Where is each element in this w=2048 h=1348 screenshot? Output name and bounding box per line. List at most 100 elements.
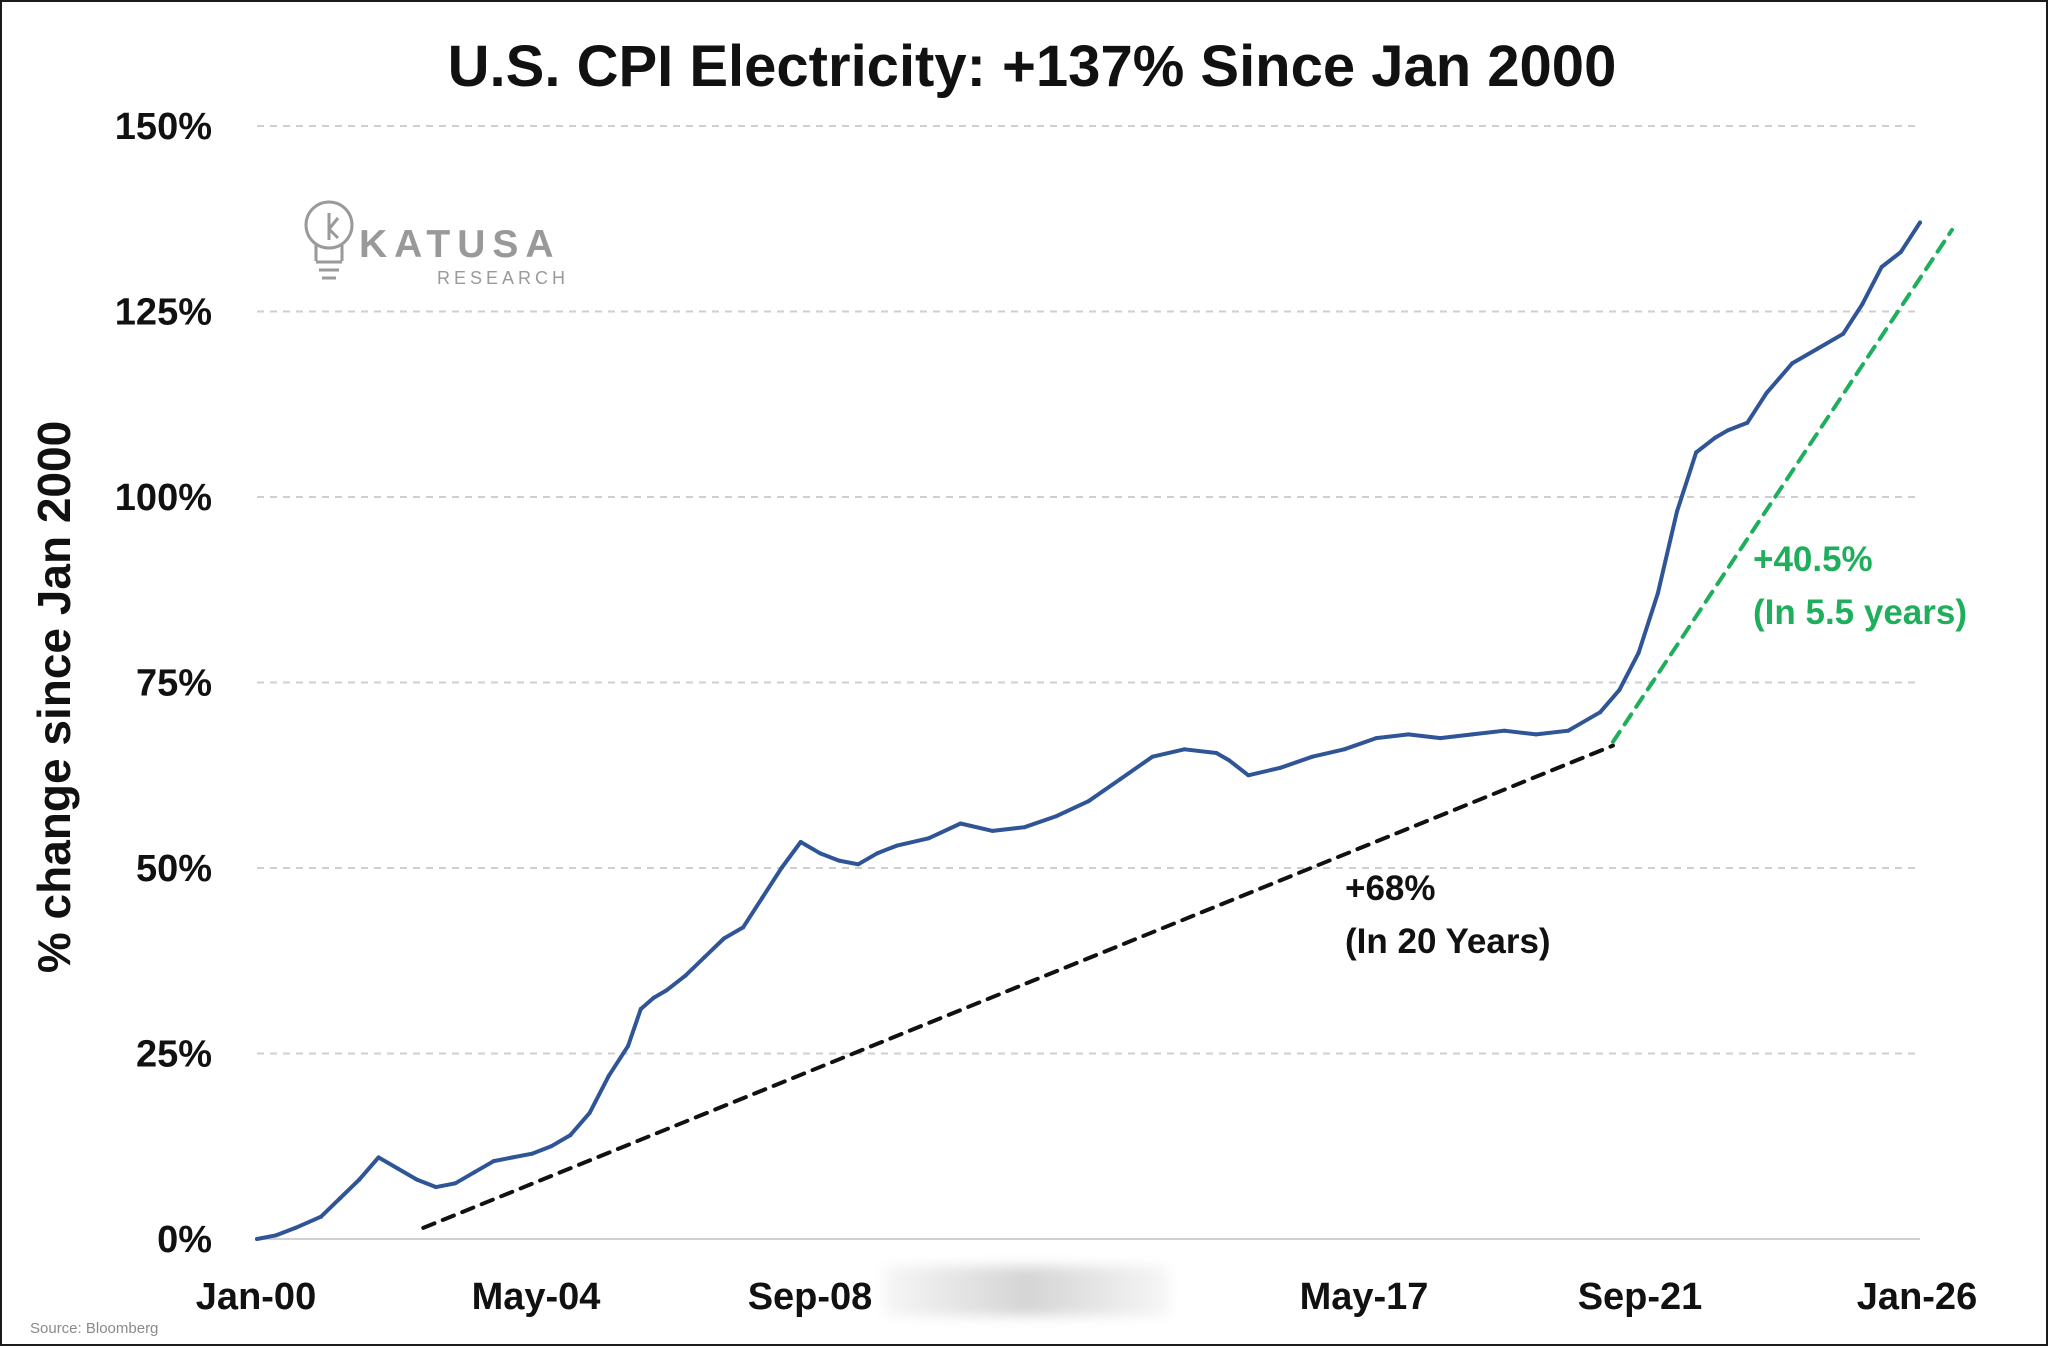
series-point [274, 1233, 279, 1238]
x-tick-label: May-17 [1300, 1276, 1429, 1318]
series-point [491, 1159, 496, 1164]
series-point [549, 1144, 554, 1149]
series-point [1214, 751, 1219, 755]
y-tick-label: 100% [115, 477, 212, 519]
y-tick-label: 25% [136, 1034, 212, 1076]
blurred-overlay [884, 1266, 1169, 1316]
y-tick-label: 0% [157, 1219, 212, 1261]
series-point [1054, 814, 1059, 819]
series-point [1310, 754, 1315, 759]
annotation-black-line2: (In 20 Years) [1345, 922, 1551, 961]
series-point [1150, 754, 1155, 759]
x-tick-label: Jan-26 [1857, 1276, 1977, 1318]
series-point [1674, 509, 1679, 514]
series-point [875, 851, 880, 856]
y-axis-title: % change since Jan 2000 [28, 421, 80, 973]
series-point [779, 866, 784, 870]
y-tick-label: 75% [136, 663, 212, 705]
series-point [1406, 732, 1411, 737]
series-point [1534, 732, 1539, 737]
series-point [1227, 758, 1232, 763]
series-point [702, 955, 707, 959]
series-point [721, 936, 726, 941]
series-point [1841, 331, 1846, 336]
series-point [817, 851, 822, 856]
series-point [587, 1110, 592, 1115]
series-point [1278, 765, 1283, 770]
series-point [453, 1181, 458, 1186]
series-point [1636, 650, 1641, 655]
series-point [530, 1151, 534, 1156]
series-point [1598, 710, 1603, 715]
series-point [741, 925, 746, 930]
series-point [1815, 346, 1820, 351]
series-point [958, 821, 963, 826]
series-point [1374, 736, 1379, 741]
series-point [856, 862, 861, 867]
series-point [1745, 420, 1750, 425]
series-point [638, 1007, 643, 1011]
series-point [1182, 747, 1187, 752]
series-point [395, 1166, 400, 1171]
source-label: Source: Bloomberg [30, 1320, 158, 1337]
series-point [1118, 777, 1123, 781]
series-point [1918, 220, 1922, 225]
series-point [1898, 250, 1903, 255]
series-point [1470, 732, 1475, 737]
series-point [1246, 773, 1251, 778]
series-point [926, 836, 931, 841]
series-point [683, 973, 688, 978]
annotation-green-line1: +40.5% [1753, 540, 1873, 579]
series-point [1860, 302, 1865, 307]
x-tick-labels: Jan-00 May-04 Sep-08 May-17 Sep-21 Jan-26 [196, 1276, 1977, 1318]
series-point [1438, 736, 1443, 741]
series-point [1086, 799, 1091, 804]
series-point [1764, 391, 1769, 396]
series-point [338, 1196, 343, 1201]
series-point [1655, 591, 1660, 596]
logo-sub-text: RESEARCH [437, 268, 569, 288]
series-point [1713, 435, 1718, 440]
series-point [1790, 361, 1795, 366]
series-line [255, 220, 1922, 1241]
series-point [376, 1155, 381, 1160]
x-tick-label: Sep-08 [748, 1276, 873, 1318]
series-point [568, 1133, 573, 1138]
series-point [894, 843, 899, 848]
x-tick-label: Sep-21 [1578, 1276, 1703, 1318]
series-point [472, 1170, 477, 1175]
chart-title: U.S. CPI Electricity: +137% Since Jan 20… [448, 34, 1617, 99]
y-tick-label: 50% [136, 848, 212, 890]
series-point [626, 1044, 630, 1049]
series-point [357, 1177, 362, 1182]
series-point [1694, 450, 1699, 455]
series-point [255, 1237, 259, 1241]
bulb-icon [304, 200, 354, 280]
black-trend-line [421, 743, 1615, 1230]
annotation-black-line1: +68% [1345, 869, 1436, 908]
series-point [414, 1177, 419, 1182]
series-point [1502, 728, 1507, 733]
series-point [434, 1185, 439, 1190]
series-point [664, 988, 669, 993]
series-point [798, 840, 803, 844]
series-point [1617, 687, 1622, 692]
series-point [760, 895, 765, 900]
logo-main-text: KATUSA [359, 223, 561, 266]
series-point [1879, 265, 1884, 269]
x-tick-label: Jan-00 [196, 1276, 316, 1318]
series-point [1726, 428, 1731, 433]
trend-lines [421, 227, 1954, 1230]
series-point [510, 1155, 515, 1160]
grid-layer [257, 125, 1920, 1055]
series-point [651, 995, 656, 1000]
series-points [255, 220, 1922, 1241]
annotation-green-line2: (In 5.5 years) [1753, 593, 1967, 632]
series-point [1022, 825, 1027, 830]
series-point [1566, 728, 1571, 733]
y-tick-label: 125% [115, 292, 212, 334]
katusa-logo: KATUSA RESEARCH [304, 200, 569, 288]
series-point [319, 1214, 323, 1219]
series-point [1342, 747, 1347, 752]
